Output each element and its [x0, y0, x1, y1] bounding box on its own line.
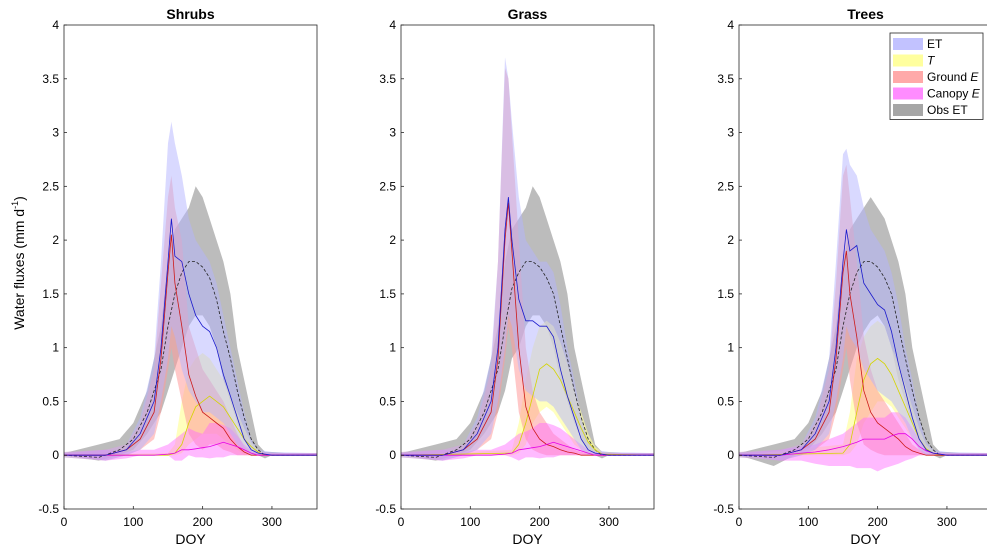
et-mean-line — [739, 229, 987, 456]
x-tick-label: 200 — [530, 515, 550, 529]
y-tick-label: 3.5 — [42, 72, 59, 86]
x-tick-label: 300 — [937, 515, 957, 529]
axes-frame — [63, 24, 318, 510]
t-mean-line — [739, 357, 987, 456]
axes-frame — [400, 24, 655, 510]
ground-mean-line — [739, 250, 987, 456]
legend-label-canopy: Canopy E — [927, 87, 981, 101]
y-tick-label: 0.5 — [717, 394, 734, 408]
x-tick-label: 0 — [61, 515, 68, 529]
legend-label-obs: Obs ET — [927, 103, 968, 117]
ground-mean-line — [401, 202, 654, 456]
canopy-mean-line — [739, 433, 987, 456]
canopy-mean-line — [401, 441, 654, 456]
y-tick-label: 2.5 — [379, 179, 396, 193]
x-tick-label: 0 — [736, 515, 743, 529]
panel-title: Shrubs — [166, 6, 214, 22]
canopy-band — [739, 412, 987, 472]
y-tick-label: 2 — [389, 233, 396, 247]
y-axis-label: Water fluxes (mm d-1) — [10, 196, 27, 330]
y-tick-label: -0.5 — [375, 502, 396, 516]
plot-series — [64, 121, 317, 461]
y-tick-label: -0.5 — [38, 502, 59, 516]
y-tick-label: 1.5 — [42, 287, 59, 301]
et-mean-line — [401, 197, 654, 456]
panel-title: Trees — [847, 6, 884, 22]
y-tick-label: 3.5 — [379, 72, 396, 86]
legend: ET T Ground E Canopy E Obs ET — [889, 32, 984, 120]
canopy-mean-line — [64, 441, 317, 456]
legend-label-et: ET — [927, 37, 943, 51]
t-mean-line — [64, 395, 317, 456]
et-band — [739, 148, 987, 461]
y-tick-label: 2.5 — [717, 179, 734, 193]
obs-mean-line — [739, 261, 987, 458]
x-axis-label: DOY — [850, 531, 881, 547]
legend-swatch-t — [893, 54, 923, 67]
panel-title: Grass — [508, 6, 548, 22]
x-axis-label: DOY — [175, 531, 206, 547]
et-mean-line — [64, 218, 317, 456]
y-tick-label: 3 — [727, 126, 734, 140]
x-tick-label: 0 — [398, 515, 405, 529]
x-tick-label: 100 — [798, 515, 818, 529]
y-tick-label: 3.5 — [717, 72, 734, 86]
x-tick-label: 300 — [599, 515, 619, 529]
ground-band — [64, 175, 317, 461]
legend-swatch-ground — [893, 71, 923, 83]
t-mean-line — [401, 363, 654, 456]
ground-mean-line — [64, 234, 317, 456]
plot-series — [401, 57, 654, 461]
y-tick-label: 4 — [727, 18, 734, 32]
axes-frame — [738, 24, 987, 510]
x-tick-label: 200 — [193, 515, 213, 529]
x-tick-label: 300 — [262, 515, 282, 529]
y-tick-label: 4 — [52, 18, 59, 32]
y-tick-label: 1 — [52, 341, 59, 355]
y-tick-label: 3 — [389, 126, 396, 140]
y-tick-label: 2.5 — [42, 179, 59, 193]
y-tick-label: 1 — [389, 341, 396, 355]
y-tick-label: 0 — [389, 448, 396, 462]
y-tick-label: 1.5 — [717, 287, 734, 301]
x-tick-label: 200 — [868, 515, 888, 529]
y-tick-label: 2 — [52, 233, 59, 247]
y-tick-label: 0 — [52, 448, 59, 462]
et-band — [64, 121, 317, 461]
y-tick-label: 2 — [727, 233, 734, 247]
y-tick-label: -0.5 — [713, 502, 734, 516]
x-tick-label: 100 — [460, 515, 480, 529]
y-tick-label: 1.5 — [379, 287, 396, 301]
legend-label-t: T — [927, 54, 936, 68]
legend-swatch-obs — [893, 104, 923, 116]
y-tick-label: 0 — [727, 448, 734, 462]
legend-swatch-canopy — [893, 87, 923, 100]
plot-series — [739, 148, 987, 472]
y-tick-label: 4 — [389, 18, 396, 32]
y-tick-label: 0.5 — [42, 394, 59, 408]
ground-band — [739, 164, 987, 461]
y-tick-label: 3 — [52, 126, 59, 140]
obs-mean-line — [64, 261, 317, 458]
legend-swatch-et — [893, 38, 923, 50]
legend-label-ground: Ground E — [927, 70, 979, 84]
x-axis-label: DOY — [512, 531, 543, 547]
et-band — [401, 57, 654, 461]
x-tick-label: 100 — [123, 515, 143, 529]
y-tick-label: 0.5 — [379, 394, 396, 408]
y-tick-label: 1 — [727, 341, 734, 355]
